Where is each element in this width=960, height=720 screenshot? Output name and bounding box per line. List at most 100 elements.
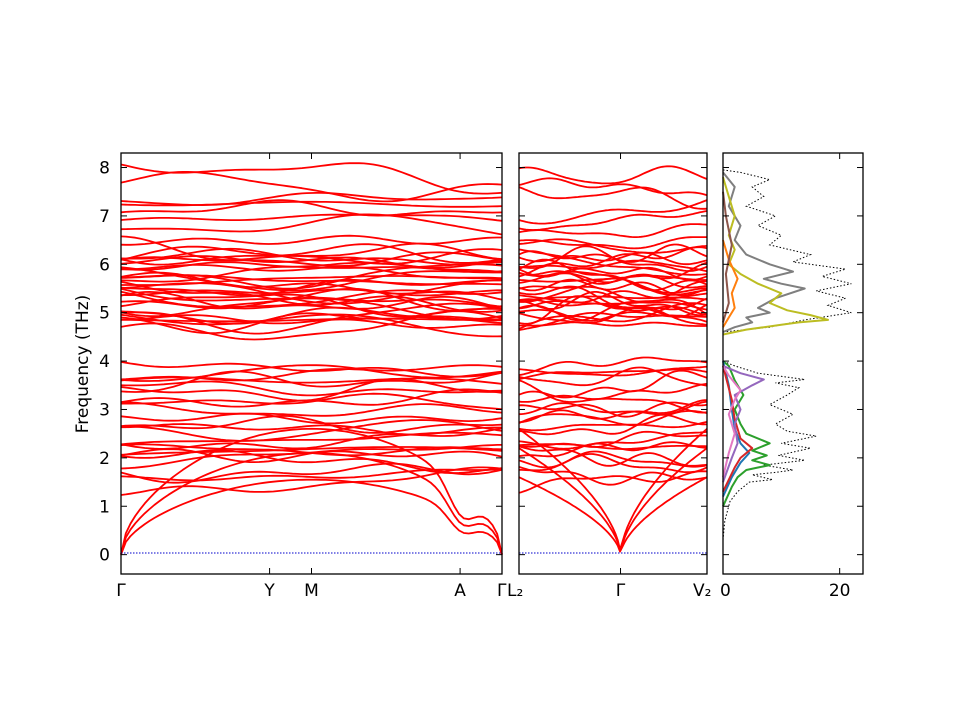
dos-lines [722,169,852,541]
optical-branch-low [120,415,503,434]
optical-branch-low [518,413,707,436]
optical-branch-high [518,302,708,330]
optical-branch-low [518,369,708,399]
optical-branch-top [518,238,708,254]
optical-branch-top [120,213,503,222]
optical-branch-top [120,192,503,206]
optical-branch-high [518,285,708,311]
dos-total-line [722,169,852,541]
optical-branch-high [120,280,503,313]
optical-branch-low [120,427,503,450]
optical-branch-top [120,199,503,217]
optical-branch-top [518,165,708,185]
acoustic-branch [120,452,503,555]
optical-branch-high [120,251,503,267]
optical-branch-top [518,210,708,231]
optical-branch-low [518,356,708,376]
dos-partial-line [722,365,742,478]
optical-branch-low [120,401,503,417]
optical-branch-high [120,259,503,271]
optical-branch-low [518,466,708,486]
y-tick-label: 6 [99,255,110,275]
y-axis-label: Frequency (THz) [73,295,93,434]
optical-branch-low [120,370,503,393]
optical-branch-low [120,378,503,402]
optical-branch-high [518,251,708,266]
optical-branch-high [518,261,708,285]
optical-branch-low [120,412,503,425]
acoustic-branch [120,478,503,555]
band-structure-panel-main [120,152,503,575]
dos-partial-line [722,171,806,333]
optical-branch-low [121,423,502,436]
optical-branch-low [518,430,708,450]
optical-branch-low [518,399,708,424]
optical-branch-high [120,287,503,317]
x-tick-label: Γ [116,581,126,601]
optical-branch-top [518,177,708,197]
y-tick-label: 1 [99,497,110,517]
optical-branch-low [518,365,708,377]
band-lines-main [120,162,503,555]
optical-branch-low [518,445,708,467]
x-tick-label: Γ [616,581,626,601]
optical-branch-top [120,234,502,246]
dos-partial-line [722,191,733,323]
optical-branch-high [120,266,502,292]
y-tick-label: 0 [99,546,110,566]
optical-branch-low [120,462,503,484]
optical-branch-high [120,288,502,297]
optical-branch-low [518,382,708,403]
band-lines-second [518,165,708,553]
optical-branch-top [120,213,503,236]
optical-branch-high [518,243,708,263]
y-tick-label: 4 [99,352,110,372]
optical-branch-high [518,259,708,273]
y-tick-label: 5 [99,304,110,324]
optical-branch-high [518,295,708,325]
optical-branch-low [120,364,503,382]
optical-branch-top [518,199,708,225]
optical-branch-high [120,243,503,266]
optical-branch-high [120,263,503,290]
optical-branch-low [120,419,503,442]
optical-branch-high [120,247,503,266]
x-tick-label: Γ [497,581,507,601]
optical-branch-low [518,470,708,494]
x-tick-label: Y [263,581,275,601]
optical-branch-top [120,171,503,203]
x-tick-labels: Γ Y M A Γ L₂ Γ V₂ 0 20 [116,581,850,601]
dos-partial-line [722,364,765,483]
optical-branch-high [518,298,708,316]
optical-branch-top [120,162,503,195]
optical-branch-high [518,292,708,305]
x-tick-label: 20 [829,581,851,601]
optical-branch-low [518,400,708,416]
optical-branch-top [518,223,708,238]
x-tick-label: 0 [720,581,731,601]
y-tick-labels: 0 1 2 3 4 5 6 7 8 [99,159,110,566]
optical-branch-high [518,278,708,297]
frame-dos [722,152,864,575]
optical-branch-high [519,321,708,327]
y-tick-label: 7 [99,207,110,227]
optical-branch-high [120,302,503,335]
y-tick-label: 2 [99,449,110,469]
optical-branch-high [120,313,503,338]
optical-branch-low [121,392,503,411]
band-structure-panel-second [518,152,708,575]
dos-partial-line [722,365,754,493]
y-tick-label: 3 [99,400,110,420]
frame-main [120,152,503,575]
optical-branch-low [120,361,503,378]
acoustic-branch [120,427,503,555]
axis-ticks-dos [722,153,863,574]
y-tick-label: 8 [99,159,110,179]
dos-partial-line [722,176,829,336]
optical-branch-top [120,235,503,261]
optical-branch-low [518,453,708,474]
frame-second [518,152,708,575]
optical-branch-low [120,468,503,482]
optical-branch-high [121,314,503,329]
